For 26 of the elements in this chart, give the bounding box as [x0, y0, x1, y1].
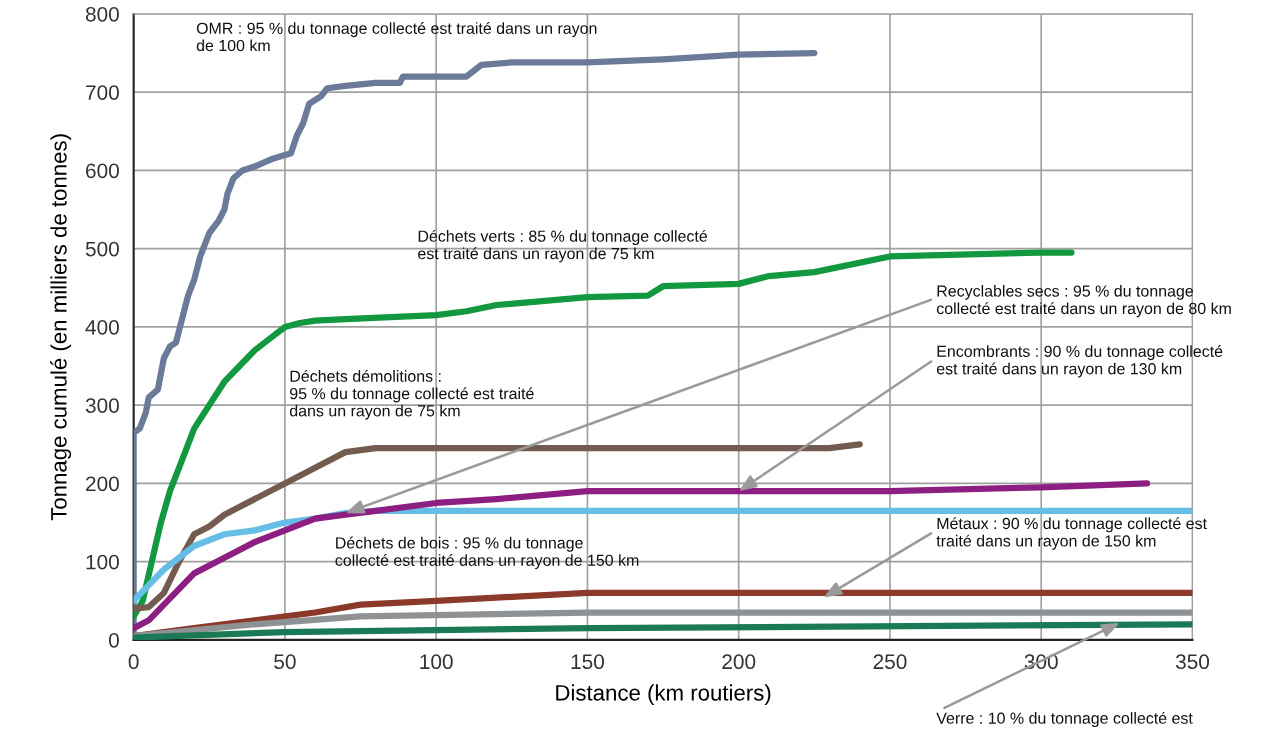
y-tick-label: 0 — [108, 632, 119, 648]
y-tick-label: 400 — [85, 319, 119, 335]
x-tick-label: 50 — [274, 654, 296, 670]
annotation: Déchets démolitions : 95 % du tonnage collecté est traité dans un rayon de 75 km — [289, 369, 534, 420]
annotation: Métaux : 90 % du tonnage collecté est traité dans un rayon de 150 km — [936, 517, 1207, 550]
annotation: Déchets verts : 85 % du tonnage collecté est traité dans un rayon de 75 km — [418, 229, 708, 263]
annotation: Encombrants : 90 % du tonnage collecté est traité dans un rayon de 130 km — [936, 345, 1223, 378]
annotation: Verre : 10 % du tonnage collecté est — [936, 711, 1193, 727]
x-tick-label: 250 — [873, 654, 907, 670]
x-tick-label: 100 — [420, 654, 453, 670]
annotation: Déchets de bois : 95 % du tonnage collecté est traité dans un rayon de 150 km — [335, 536, 639, 570]
y-tick-label: 700 — [86, 85, 119, 100]
y-tick-label: 500 — [85, 241, 119, 257]
x-tick-label: 200 — [722, 654, 756, 670]
x-tick-label: 0 — [128, 654, 139, 670]
y-tick-label: 600 — [86, 163, 119, 179]
y-tick-label: 800 — [85, 6, 119, 22]
y-axis-title: Tonnage cumulé (en milliers de tonnes) — [50, 134, 72, 521]
y-tick-label: 300 — [85, 398, 119, 413]
x-tick-label: 350 — [1175, 654, 1210, 670]
annotation: Recyclables secs : 95 % du tonnage collecté est traité dans un rayon de 80 km — [936, 284, 1231, 318]
y-tick-label: 200 — [86, 476, 119, 492]
x-axis-title: Distance (km routiers) — [556, 684, 771, 706]
y-tick-label: 100 — [86, 554, 119, 570]
annotation: OMR : 95 % du tonnage collecté est traité dans un rayon de 100 km — [196, 22, 597, 52]
x-tick-label: 150 — [571, 654, 604, 670]
